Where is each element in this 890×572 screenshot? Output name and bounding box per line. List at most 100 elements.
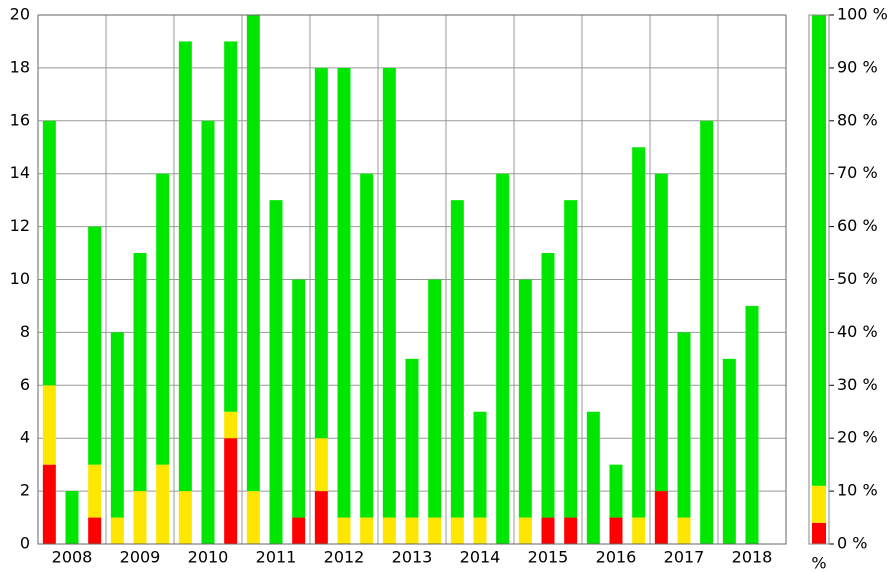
x-tick-label: 2008 <box>52 548 93 567</box>
x-tick-label: 2013 <box>392 548 433 567</box>
plot-frame <box>37 14 787 545</box>
bar-segment <box>700 120 714 545</box>
bar-segment <box>564 200 578 518</box>
x-tick-label: 2017 <box>664 548 705 567</box>
x-tick-label: 2014 <box>460 548 501 567</box>
y-tick-label: 6 <box>20 375 30 394</box>
bar-segment <box>224 411 238 439</box>
bar-segment <box>246 491 260 544</box>
bar-segment <box>428 517 442 544</box>
bar-segment <box>541 517 555 544</box>
bar-segment <box>450 200 464 518</box>
bar-segment <box>360 517 374 544</box>
bar-segment <box>405 358 419 518</box>
bar-segment <box>812 522 826 544</box>
bar-segment <box>42 120 56 386</box>
bar-segment <box>178 491 192 544</box>
x-tick-label: 2011 <box>256 548 297 567</box>
bar-segment <box>382 517 396 544</box>
x-tick-label: 2010 <box>188 548 229 567</box>
bar-segment <box>42 385 56 465</box>
bar-segment <box>609 517 623 544</box>
y-tick-label: 8 <box>20 322 30 341</box>
y-tick-label: 100 % <box>837 5 888 24</box>
bar-segment <box>133 253 147 492</box>
bar-segment <box>812 485 826 523</box>
bar-segment <box>314 491 328 544</box>
bar-segment <box>473 517 487 544</box>
y-tick-label: 16 <box>10 110 30 129</box>
bar-segment <box>65 491 79 544</box>
bar-segment <box>314 438 328 492</box>
y-tick-label: 20 <box>10 5 30 24</box>
x-tick-label: % <box>811 554 826 572</box>
y-tick-label: 10 % <box>837 481 878 500</box>
bar-segment <box>110 332 124 518</box>
bar-segment <box>677 517 691 544</box>
bar-segment <box>405 517 419 544</box>
plot-frame <box>808 14 830 545</box>
y-tick-label: 10 <box>10 269 30 288</box>
bar-segment <box>677 332 691 518</box>
bar-segment <box>314 67 328 439</box>
x-tick-label: 2012 <box>324 548 365 567</box>
x-tick-label: 2016 <box>596 548 637 567</box>
bar-segment <box>496 173 510 544</box>
bar-segment <box>586 411 600 544</box>
bar-segment <box>812 15 826 486</box>
y-tick-label: 90 % <box>837 57 878 76</box>
bar-segment <box>224 41 238 412</box>
bar-segment <box>88 464 102 518</box>
bar-segment <box>292 517 306 544</box>
y-tick-label: 80 % <box>837 110 878 129</box>
bar-segment <box>337 517 351 544</box>
bar-segment <box>156 464 170 544</box>
y-tick-label: 12 <box>10 216 30 235</box>
bar-segment <box>632 517 646 544</box>
bar-segment <box>609 464 623 518</box>
y-tick-label: 30 % <box>837 375 878 394</box>
bar-segment <box>428 279 442 518</box>
bar-segment <box>201 120 215 545</box>
bar-segment <box>473 411 487 518</box>
bar-segment <box>110 517 124 544</box>
bar-segment <box>337 67 351 518</box>
bar-segment <box>88 517 102 544</box>
bar-segment <box>292 279 306 518</box>
y-tick-label: 70 % <box>837 163 878 182</box>
bar-segment <box>42 464 56 544</box>
bar-segment <box>382 67 396 518</box>
bar-segment <box>450 517 464 544</box>
x-tick-label: 2018 <box>732 548 773 567</box>
y-tick-label: 14 <box>10 163 30 182</box>
y-tick-label: 40 % <box>837 322 878 341</box>
y-tick-label: 60 % <box>837 216 878 235</box>
x-tick-label: 2015 <box>528 548 569 567</box>
bar-segment <box>246 15 260 492</box>
y-tick-label: 20 % <box>837 428 878 447</box>
bar-segment <box>722 358 736 544</box>
bar-segment <box>654 491 668 544</box>
bar-segment <box>269 200 283 544</box>
y-tick-label: 0 % <box>837 534 867 553</box>
bar-segment <box>745 305 759 544</box>
bar-segment <box>224 438 238 544</box>
y-tick-label: 0 <box>20 534 30 553</box>
y-tick-label: 4 <box>20 428 30 447</box>
y-tick-label: 2 <box>20 481 30 500</box>
y-tick-label: 50 % <box>837 269 878 288</box>
bar-segment <box>178 41 192 492</box>
x-tick-label: 2009 <box>120 548 161 567</box>
bar-segment <box>518 279 532 518</box>
bar-segment <box>156 173 170 465</box>
bar-segment <box>632 147 646 518</box>
bar-segment <box>88 226 102 465</box>
y-tick-label: 18 <box>10 57 30 76</box>
bar-segment <box>564 517 578 544</box>
bar-segment <box>541 253 555 518</box>
bar-segment <box>654 173 668 492</box>
bar-segment <box>133 491 147 544</box>
bar-segment <box>360 173 374 518</box>
bar-segment <box>518 517 532 544</box>
